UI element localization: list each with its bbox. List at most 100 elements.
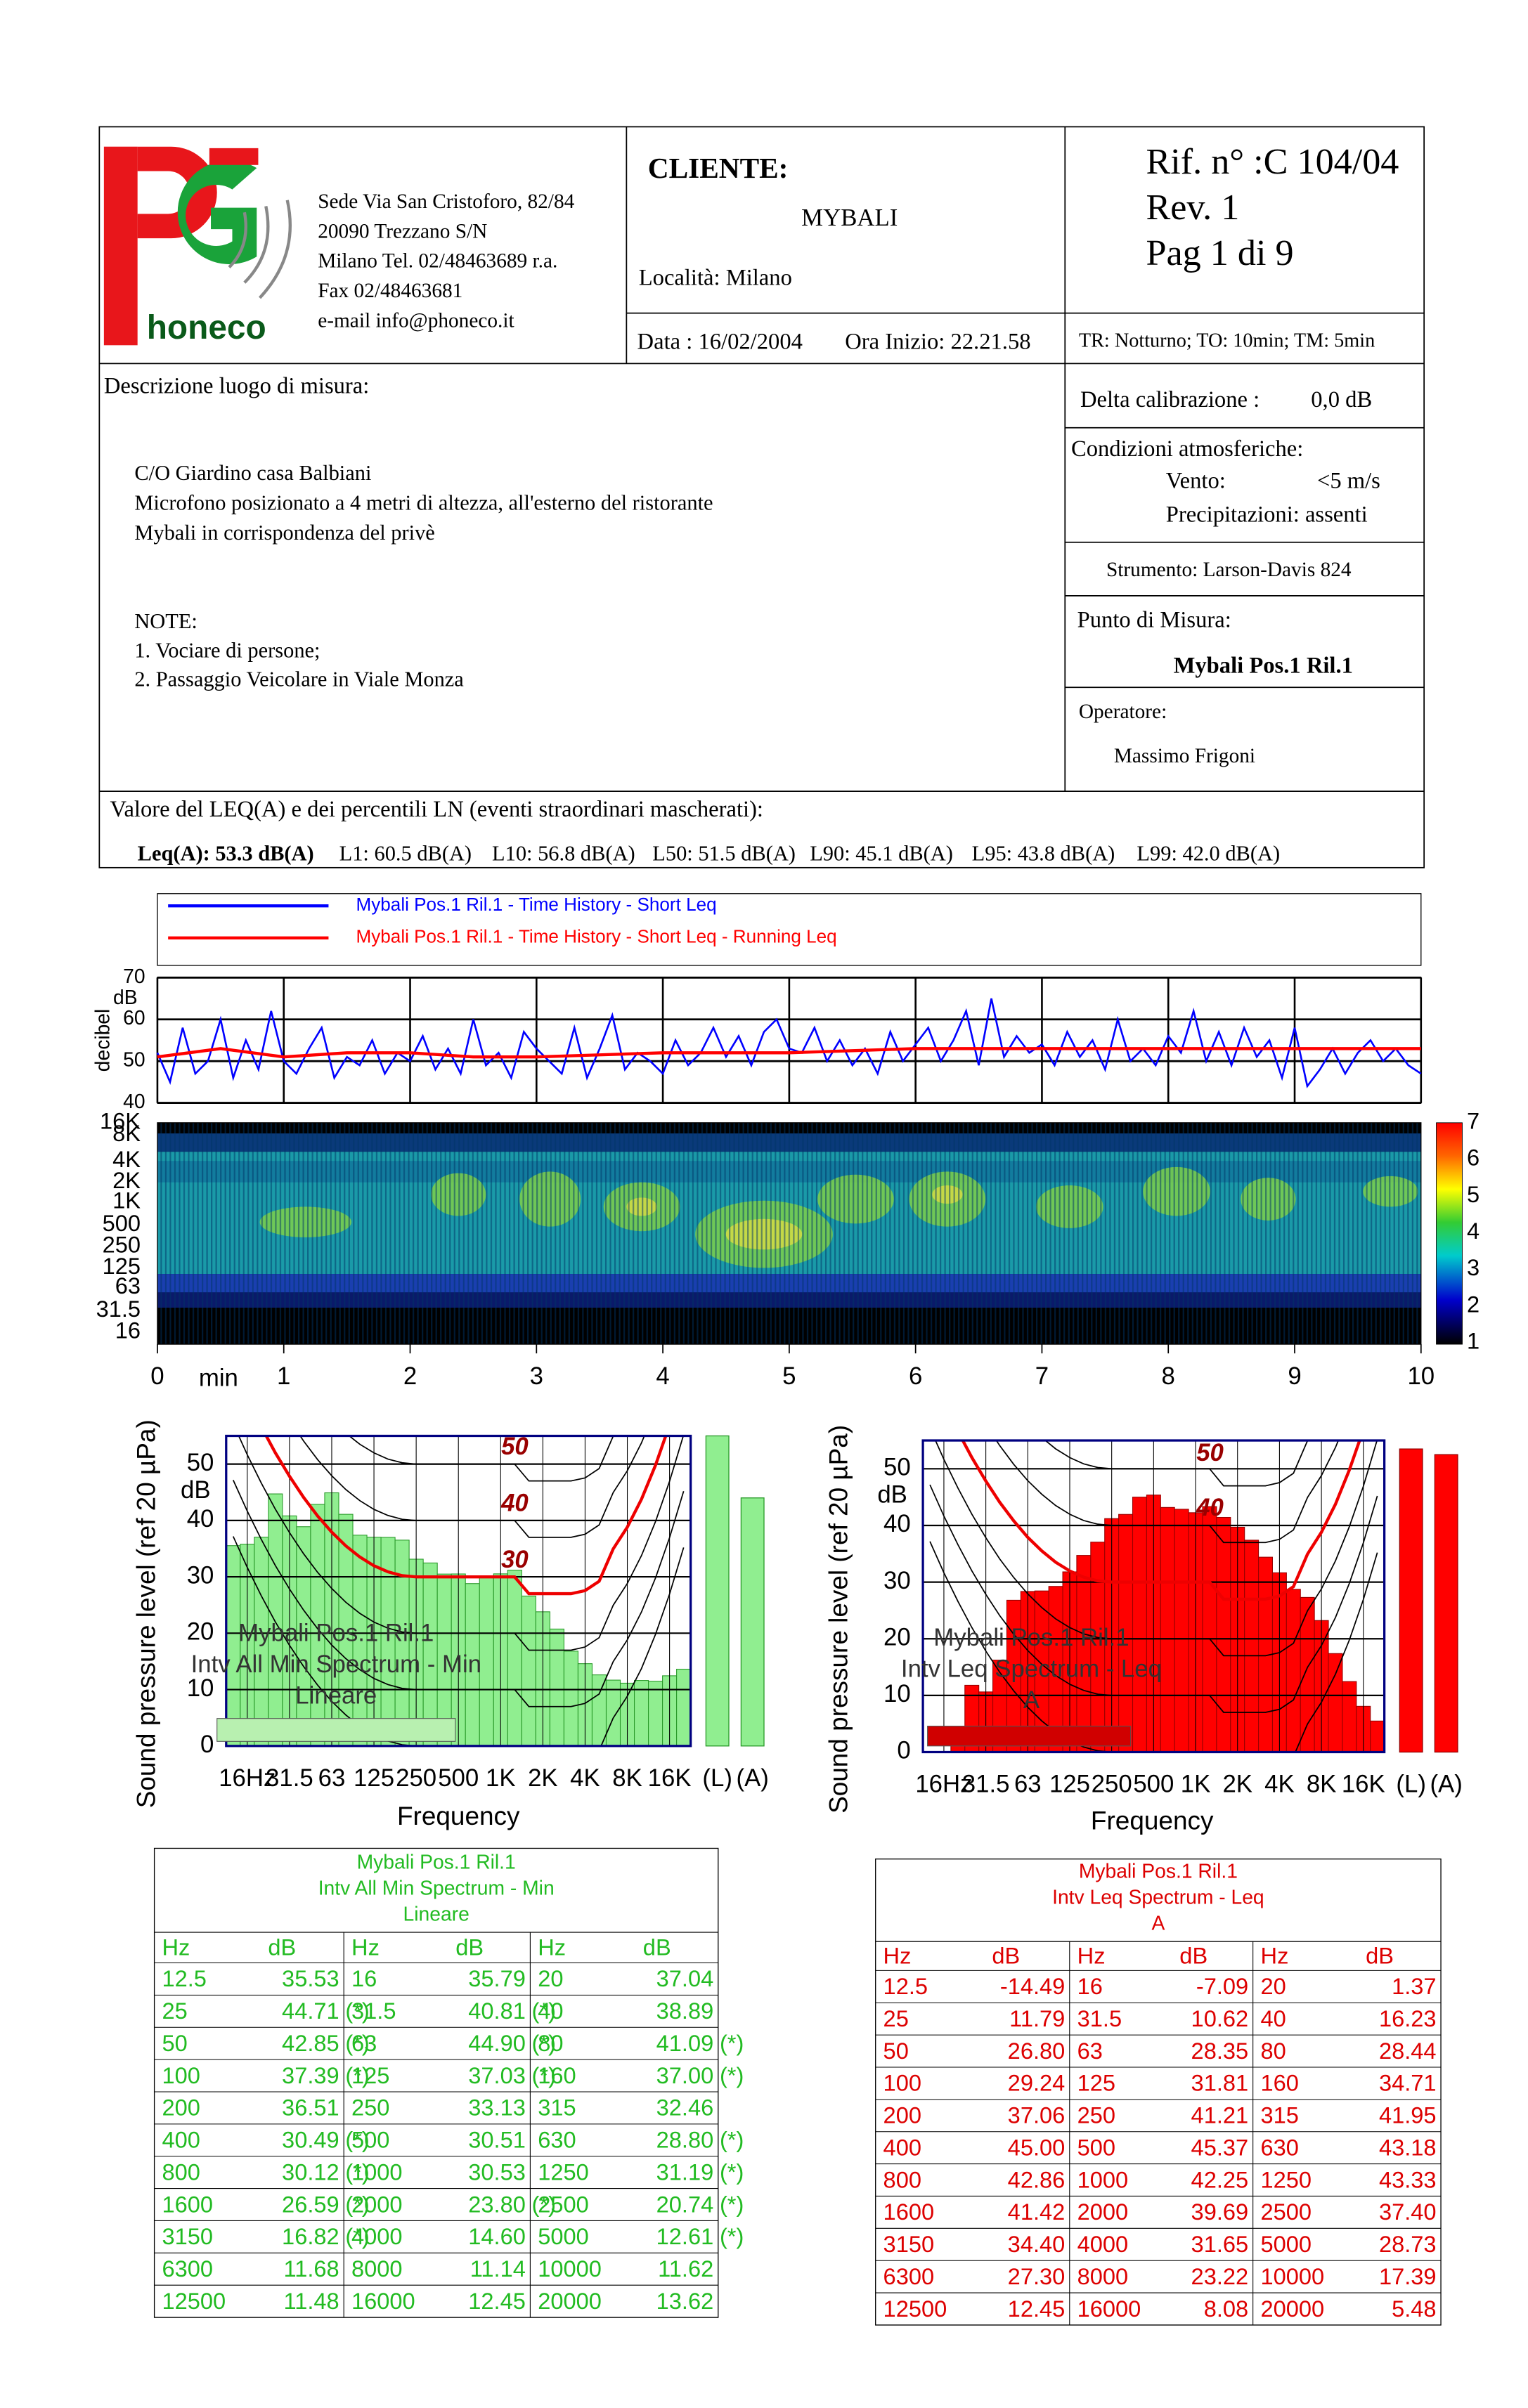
table-cell: 4000 <box>351 2223 403 2249</box>
table-cell: 28.80 <box>656 2127 714 2153</box>
table-title: A <box>1151 1912 1165 1934</box>
colorbar-tick-label: 4 <box>1467 1218 1480 1244</box>
y-axis-label: decibel <box>91 1009 113 1072</box>
x-unit: min <box>199 1365 238 1391</box>
table-header: dB <box>1179 1943 1207 1969</box>
table-cell: 10000 <box>538 2256 602 2282</box>
total-bar <box>1434 1454 1458 1753</box>
x-tick-label: 1K <box>1181 1771 1211 1798</box>
series-line <box>157 1047 1421 1059</box>
y-tick-label: 20 <box>187 1619 214 1646</box>
table-cell: 250 <box>351 2095 389 2121</box>
y-tick-label: 70 <box>123 965 145 987</box>
table-title: Mybali Pos.1 Ril.1 <box>357 1851 516 1873</box>
table-cell: 35.53 <box>282 1965 339 1991</box>
table-cell: 37.39 <box>282 2062 339 2088</box>
table-title: Intv All Min Spectrum - Min <box>318 1877 555 1899</box>
operator: Massimo Frigoni <box>1114 745 1255 767</box>
bar <box>1300 1596 1315 1752</box>
table-cell: 5.48 <box>1392 2296 1436 2322</box>
colorbar <box>1436 1122 1463 1345</box>
spectrogram-tick-label: 250 <box>103 1232 141 1258</box>
y-tick-label: 60 <box>123 1006 145 1029</box>
table-cell: 1600 <box>162 2191 213 2217</box>
overlay-label: Intv Leq Spectrum - Leq <box>901 1655 1162 1682</box>
spectrogram-tick-label: 63 <box>115 1273 141 1299</box>
x-tick-label: 1 <box>277 1363 290 1390</box>
total-bar <box>705 1435 730 1747</box>
overlay-bar <box>927 1726 1132 1747</box>
description-line: Mybali in corrispondenza del privè <box>134 521 434 545</box>
table-header: Hz <box>1261 1943 1289 1969</box>
table-flag: (*) <box>720 2191 744 2217</box>
y-tick-label: 10 <box>883 1681 911 1707</box>
table-cell: 63 <box>351 2030 377 2056</box>
table-cell: 3150 <box>883 2231 935 2257</box>
reference-curve <box>929 1484 1378 1713</box>
table-cell: 2000 <box>351 2191 403 2217</box>
x-tick-label: 4K <box>570 1765 600 1792</box>
operator-label: Operatore: <box>1079 701 1167 723</box>
table-flag: (*) <box>532 1998 556 2024</box>
table-cell: 41.42 <box>1008 2199 1066 2225</box>
table-cell: 31.19 <box>656 2159 714 2185</box>
plot-frame <box>225 1434 692 1748</box>
total-bar <box>740 1497 765 1747</box>
legend-frame <box>157 893 1422 966</box>
overlay-label: Lineare <box>295 1682 377 1709</box>
address-line: Sede Via San Cristoforo, 82/84 <box>318 190 574 213</box>
table-cell: 29.24 <box>1008 2070 1066 2096</box>
overlay-label: Mybali Pos.1 Ril.1 <box>933 1625 1129 1651</box>
colorbar-tick-label: 1 <box>1467 1328 1480 1354</box>
plot-frame <box>921 1439 1386 1754</box>
table-cell: 23.80 <box>468 2191 526 2217</box>
table-cell: 12500 <box>883 2296 947 2322</box>
table-cell: 125 <box>351 2062 389 2088</box>
x-axis-label: Frequency <box>1091 1806 1214 1835</box>
table-cell: 2500 <box>538 2191 589 2217</box>
table-cell: 1250 <box>538 2159 589 2185</box>
table-header: Hz <box>351 1934 380 1960</box>
table-cell: 16000 <box>351 2288 415 2314</box>
table-cell: 500 <box>351 2127 389 2153</box>
table-cell: 20 <box>1261 1973 1286 1999</box>
table-cell: 28.73 <box>1379 2231 1437 2257</box>
table-cell: 10.62 <box>1191 2005 1249 2031</box>
wind: <5 m/s <box>1317 468 1380 493</box>
table-cell: 12.5 <box>883 1973 928 1999</box>
table-cell: 100 <box>162 2062 200 2088</box>
x-tick-label: 1K <box>486 1765 516 1792</box>
y-tick-label: 30 <box>883 1568 911 1594</box>
level-item: L90: 45.1 dB(A) <box>810 841 953 865</box>
x-tick-label: (A) <box>737 1765 769 1792</box>
location: Località: Milano <box>639 265 792 290</box>
table-header: Hz <box>883 1943 912 1969</box>
table-cell: 36.51 <box>282 2095 339 2121</box>
table-cell: 20 <box>538 1965 563 1991</box>
bar <box>1286 1589 1301 1752</box>
table-cell: 1250 <box>1261 2166 1312 2192</box>
table-cell: 5000 <box>1261 2231 1312 2257</box>
wind-label: Vento: <box>1166 468 1226 493</box>
x-axis-label: Frequency <box>397 1802 520 1830</box>
table-cell: 31.5 <box>351 1998 396 2024</box>
y-unit: dB <box>877 1482 907 1509</box>
table-flag: (*) <box>720 2062 744 2088</box>
table-cell: 11.79 <box>1009 2005 1065 2031</box>
bar <box>563 1651 578 1746</box>
spectrogram-tick-label: 4K <box>112 1146 141 1172</box>
page-number: Pag 1 di 9 <box>1146 233 1293 273</box>
x-tick-label: 8K <box>1307 1771 1337 1798</box>
bar <box>1160 1506 1175 1752</box>
spectrogram <box>157 1122 1421 1345</box>
spectrogram-tick-label: 500 <box>103 1210 141 1236</box>
table-cell: 6300 <box>162 2256 213 2282</box>
table-cell: 20000 <box>538 2288 602 2314</box>
table-cell: 42.86 <box>1008 2166 1066 2192</box>
table-cell: 37.06 <box>1008 2102 1066 2128</box>
bar <box>479 1575 494 1746</box>
table-cell: 34.40 <box>1008 2231 1066 2257</box>
address-line: 20090 Trezzano S/N <box>318 220 487 242</box>
table-title: Intv Leq Spectrum - Leq <box>1052 1886 1264 1908</box>
